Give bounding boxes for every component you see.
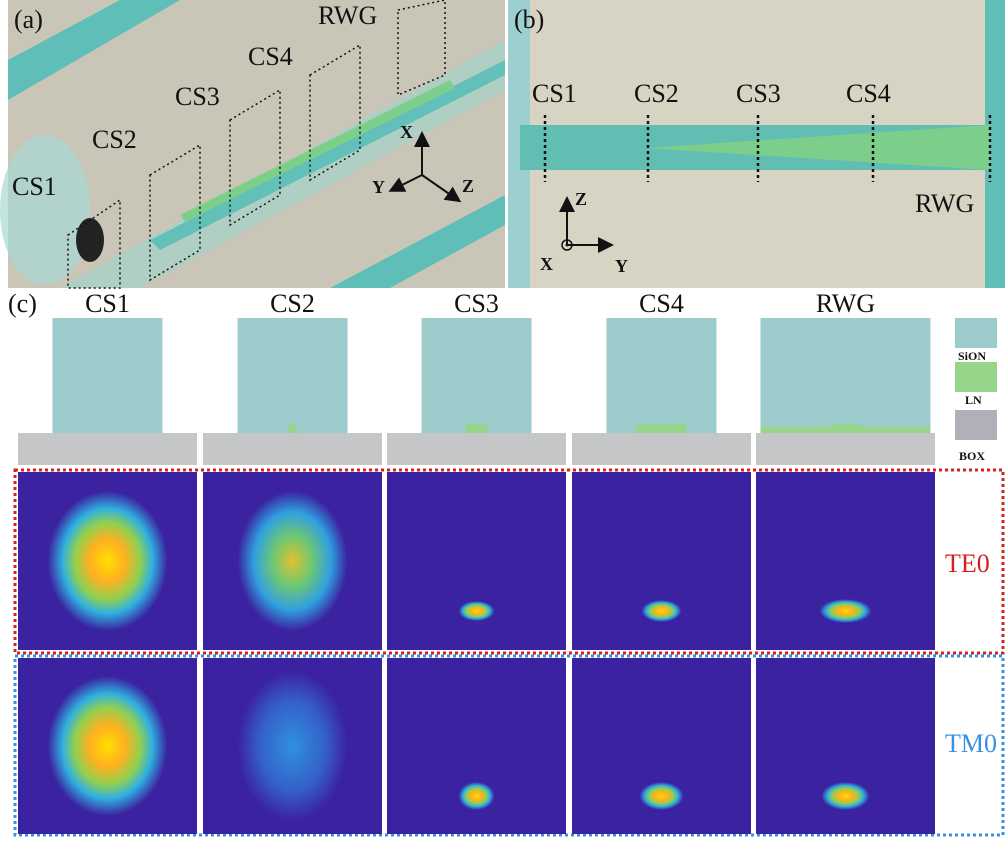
mode-label: TE0 <box>945 549 990 578</box>
legend-label: BOX <box>959 449 985 463</box>
mode-map <box>387 472 566 650</box>
section-label: RWG <box>915 189 974 218</box>
mode-field <box>238 491 348 631</box>
box-layer <box>18 433 197 465</box>
axis-label: X <box>400 122 413 142</box>
box-layer <box>756 433 935 465</box>
sion-core <box>761 318 931 433</box>
mode-map <box>756 472 935 650</box>
panel-label: (c) <box>8 289 37 318</box>
mode-field <box>459 782 495 810</box>
axis-label: X <box>540 254 553 274</box>
sion-core <box>607 318 717 433</box>
section-label: CS1 <box>12 172 57 201</box>
axis-label: Z <box>462 176 474 196</box>
sion-core <box>422 318 532 433</box>
legend-label: SiON <box>958 349 986 363</box>
axis-label: Z <box>575 189 587 209</box>
section-label: CS2 <box>92 125 137 154</box>
sion-core <box>53 318 163 433</box>
panel-a: (a) CS1 CS2 CS3 CS4 RWG X Y Z <box>0 0 505 288</box>
ln-ridge <box>466 424 488 433</box>
mode-field <box>48 676 168 816</box>
axis-label: Y <box>615 256 628 276</box>
column-label: CS3 <box>454 289 499 318</box>
section-label: RWG <box>318 1 377 30</box>
figure: (a) CS1 CS2 CS3 CS4 RWG X Y Z (b) CS1 CS… <box>0 0 1005 838</box>
mode-field <box>640 782 684 810</box>
section-label: CS4 <box>846 79 891 108</box>
box-layer <box>572 433 751 465</box>
section-label: CS4 <box>248 42 293 71</box>
box-layer <box>203 433 382 465</box>
mode-field <box>820 599 872 623</box>
column-label: CS1 <box>85 289 130 318</box>
panel-c: (c) SiON LN BOX TE0 TM0 CS1 CS2 CS3 CS4 RWG <box>8 289 1003 835</box>
mode-field <box>822 782 870 810</box>
ln-ridge <box>289 424 297 433</box>
mode-field <box>459 601 495 621</box>
column-label: CS2 <box>270 289 315 318</box>
mode-label: TM0 <box>945 729 997 758</box>
panel-label: (a) <box>14 5 43 34</box>
section-label: CS2 <box>634 79 679 108</box>
legend-label: LN <box>965 393 982 407</box>
mode-field <box>238 671 348 821</box>
section-label: CS3 <box>736 79 781 108</box>
ln-ridge <box>637 424 687 433</box>
panel-b: (b) CS1 CS2 CS3 CS4 RWG Z X Y <box>508 0 1005 288</box>
mode-field <box>642 600 682 622</box>
section-label: CS3 <box>175 82 220 111</box>
ln-ridge <box>831 424 861 433</box>
axis-label: Y <box>372 177 385 197</box>
box-layer <box>387 433 566 465</box>
mode-map <box>572 472 751 650</box>
column-label: CS4 <box>639 289 684 318</box>
panel-label: (b) <box>514 5 544 34</box>
column-label: RWG <box>816 289 875 318</box>
mode-field <box>48 491 168 631</box>
section-label: CS1 <box>532 79 577 108</box>
sion-core <box>238 318 348 433</box>
